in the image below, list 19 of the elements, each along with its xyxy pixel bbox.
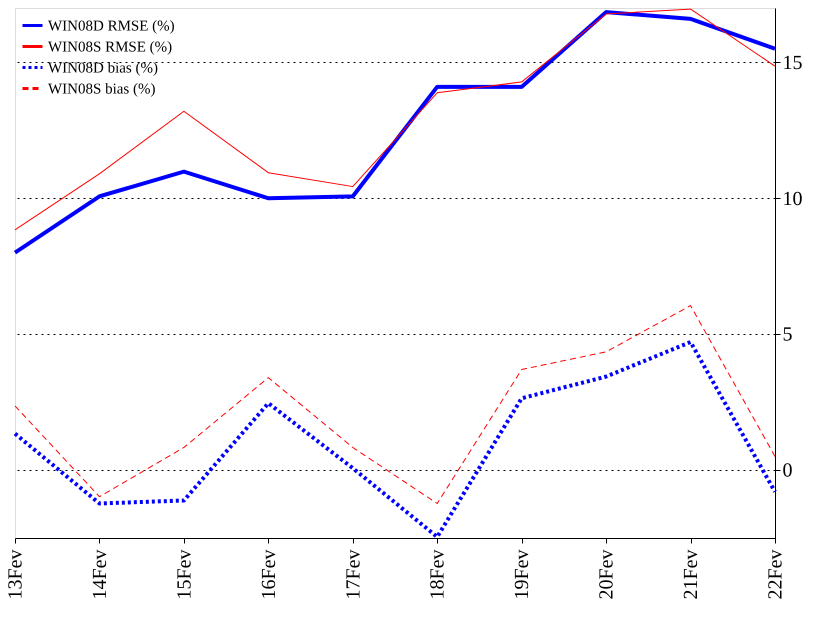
y-tick-label: 15	[782, 52, 802, 74]
x-tick-label: 19Fev	[511, 550, 534, 600]
legend-label: WIN08D bias (%)	[48, 60, 158, 76]
x-tick-label: 18Fev	[426, 550, 449, 600]
x-tick-label: 21Fev	[680, 550, 702, 600]
y-tick-label: 5	[782, 324, 792, 346]
x-tick-label: 13Fev	[4, 550, 26, 600]
y-tick-label: 0	[782, 460, 792, 482]
line-series	[14, 305, 776, 504]
legend-label: WIN08S RMSE (%)	[48, 40, 172, 56]
x-tick-label: 20Fev	[596, 550, 618, 600]
legend-label: WIN08S bias (%)	[48, 82, 156, 98]
x-tick-label: 17Fev	[342, 550, 364, 600]
y-tick-label: 10	[782, 188, 802, 210]
x-tick-label: 14Fev	[88, 550, 111, 600]
x-tick-label: 22Fev	[764, 550, 786, 600]
legend-label: WIN08D RMSE (%)	[48, 18, 175, 34]
x-tick-label: 15Fev	[173, 550, 196, 600]
x-tick-label: 16Fev	[258, 550, 280, 600]
